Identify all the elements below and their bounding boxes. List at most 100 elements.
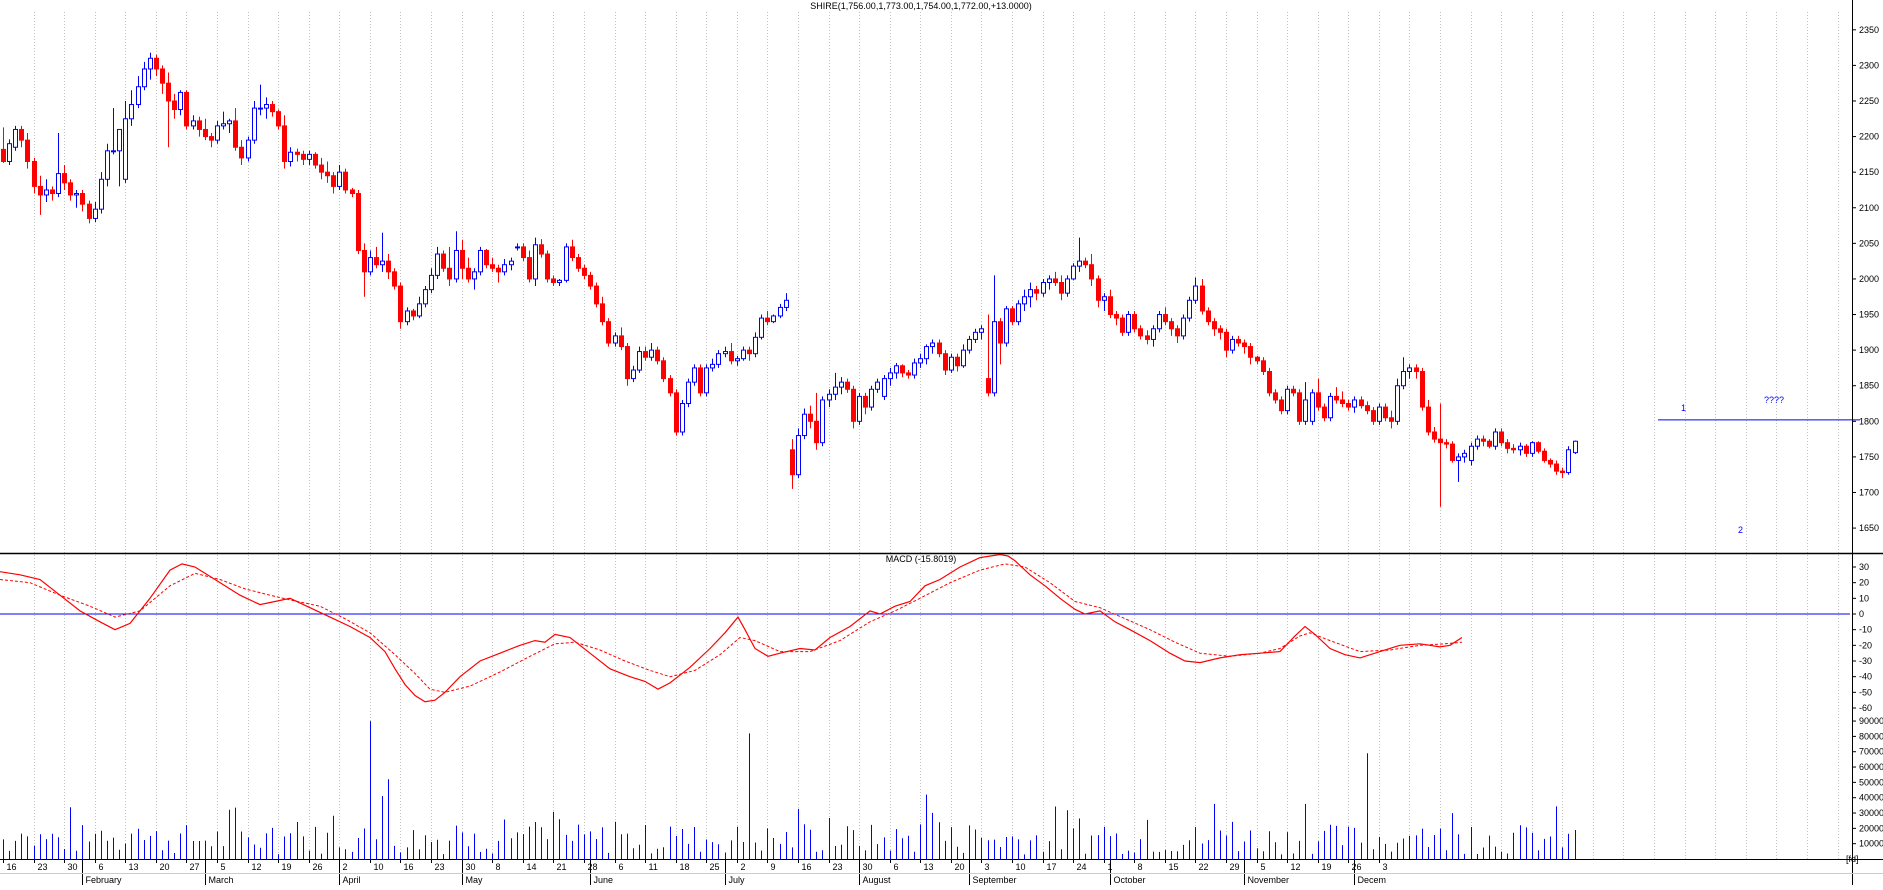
candle-body-down — [63, 174, 67, 183]
candle-body-up — [1005, 309, 1009, 343]
candle-body-up — [840, 382, 844, 387]
candle-body-up — [265, 105, 269, 109]
candle-body-down — [999, 322, 1003, 343]
macd-line — [0, 555, 1462, 702]
candle-body-down — [375, 258, 379, 265]
candle-body-up — [479, 250, 483, 271]
candle-body-down — [1451, 444, 1455, 460]
candle-body-up — [681, 404, 685, 432]
candle-body-up — [705, 368, 709, 393]
candle-body-down — [809, 414, 813, 421]
candle-body-down — [1097, 279, 1101, 300]
candle-body-up — [406, 311, 410, 322]
candle-body-down — [1421, 371, 1425, 407]
price-tick-label: 1750 — [1859, 452, 1879, 462]
annotation-label-2: 2 — [1738, 525, 1743, 535]
candle-body-up — [289, 152, 293, 161]
x-day-label: 19 — [1322, 862, 1332, 872]
candle-body-down — [485, 250, 489, 264]
candle-body-down — [198, 121, 202, 130]
candle-body-up — [1078, 261, 1082, 266]
candle-body-down — [675, 393, 679, 432]
volume-tick-label: 10000 — [1859, 839, 1883, 849]
candle-body-down — [448, 268, 452, 279]
annotation-label-1: 1 — [1681, 403, 1686, 413]
x-day-label: 26 — [313, 862, 323, 872]
candle-body-up — [711, 364, 715, 368]
candle-body-down — [1115, 315, 1119, 319]
volume-panel — [4, 721, 1576, 859]
candle-body-up — [883, 379, 887, 397]
price-tick-label: 2350 — [1859, 25, 1879, 35]
x-day-label: 3 — [985, 862, 990, 872]
candle-body-up — [687, 382, 691, 403]
volume-tick-label: 90000 — [1859, 716, 1883, 726]
x-day-label: 30 — [466, 862, 476, 872]
panel-frames — [0, 554, 1883, 874]
macd-tick-label: -20 — [1859, 640, 1872, 650]
x-month-label: October — [1114, 875, 1146, 885]
candle-body-down — [161, 69, 165, 83]
candle-body-up — [338, 172, 342, 186]
x-day-label: 10 — [1016, 862, 1026, 872]
x-day-label: 6 — [99, 862, 104, 872]
candle-body-down — [33, 161, 37, 186]
candle-body-up — [100, 179, 104, 209]
candle-body-down — [167, 83, 171, 101]
candle-body-up — [424, 290, 428, 304]
candle-body-up — [1231, 339, 1235, 350]
x-day-label: 23 — [38, 862, 48, 872]
candle-body-down — [748, 350, 752, 354]
x-day-label: 20 — [160, 862, 170, 872]
candle-body-up — [1304, 400, 1308, 421]
candle-body-down — [938, 343, 942, 354]
x-day-label: 16 — [802, 862, 812, 872]
x-day-label: 28 — [588, 862, 598, 872]
candle-body-down — [1035, 290, 1039, 294]
candle-body-down — [846, 382, 850, 389]
candle-body-up — [993, 322, 997, 393]
candle-body-up — [534, 245, 538, 279]
x-day-label: 8 — [1138, 862, 1143, 872]
candle-body-up — [821, 400, 825, 443]
candle-body-up — [1494, 432, 1498, 446]
candle-body-up — [1329, 396, 1333, 417]
candle-body-up — [216, 126, 220, 140]
candle-body-down — [595, 286, 599, 304]
x-day-label: 16 — [7, 862, 17, 872]
candle-body-down — [583, 268, 587, 275]
x-day-label: 6 — [619, 862, 624, 872]
x-day-label: 26 — [1352, 862, 1362, 872]
candle-body-up — [1311, 393, 1315, 421]
x-month-label: June — [594, 875, 614, 885]
x-month-label: February — [86, 875, 123, 885]
candle-body-down — [277, 112, 281, 126]
candle-body-down — [589, 275, 593, 286]
candle-body-down — [1256, 357, 1260, 361]
candle-body-down — [577, 258, 581, 269]
candle-body-up — [1017, 304, 1021, 322]
x-day-label: 5 — [1261, 862, 1266, 872]
candle-body-up — [436, 254, 440, 275]
candle-body-down — [656, 350, 660, 361]
candle-body-up — [1158, 315, 1162, 329]
x-day-label: 20 — [955, 862, 965, 872]
candle-body-up — [516, 247, 520, 248]
candle-body-down — [467, 268, 471, 279]
candle-body-up — [130, 105, 134, 119]
candle-body-down — [907, 373, 911, 375]
candle-body-down — [1060, 283, 1064, 294]
price-tick-label: 2100 — [1859, 203, 1879, 213]
candle-body-up — [785, 300, 789, 307]
candle-body-up — [742, 350, 746, 359]
macd-title: MACD (-15.8019) — [886, 554, 957, 564]
candle-body-down — [283, 126, 287, 162]
candle-body-up — [803, 414, 807, 435]
candle-body-down — [81, 194, 85, 205]
candle-body-down — [1237, 339, 1241, 343]
price-tick-label: 1650 — [1859, 523, 1879, 533]
candle-body-down — [1121, 318, 1125, 332]
candle-body-down — [1011, 309, 1015, 322]
candle-body-up — [1402, 371, 1406, 385]
price-tick-label: 1850 — [1859, 381, 1879, 391]
